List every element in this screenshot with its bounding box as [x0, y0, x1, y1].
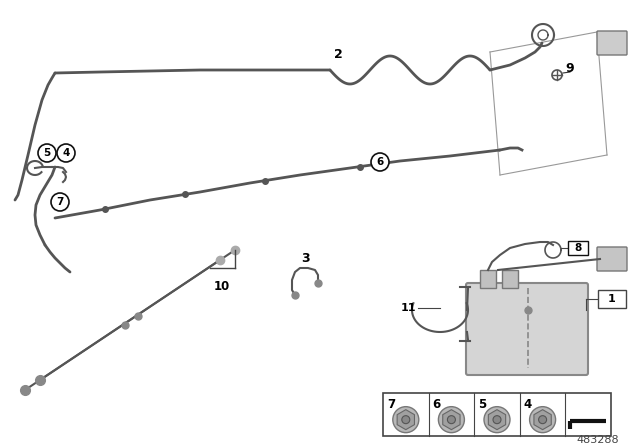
Circle shape — [402, 416, 410, 424]
Text: 7: 7 — [387, 398, 395, 411]
Polygon shape — [534, 409, 551, 430]
FancyBboxPatch shape — [466, 283, 588, 375]
Text: 4: 4 — [62, 148, 70, 158]
Bar — [383, 393, 611, 436]
Circle shape — [38, 144, 56, 162]
Text: 11: 11 — [400, 303, 416, 313]
Text: 6: 6 — [376, 157, 383, 167]
Text: 5: 5 — [478, 398, 486, 411]
Polygon shape — [488, 409, 506, 430]
Text: 5: 5 — [44, 148, 51, 158]
Circle shape — [57, 144, 75, 162]
FancyBboxPatch shape — [597, 31, 627, 55]
Text: 4: 4 — [524, 398, 532, 411]
Bar — [568, 241, 588, 255]
Text: 10: 10 — [214, 280, 230, 293]
Circle shape — [371, 153, 389, 171]
Circle shape — [393, 407, 419, 433]
Circle shape — [447, 416, 456, 424]
Text: 3: 3 — [301, 251, 310, 264]
Polygon shape — [443, 409, 460, 430]
Bar — [502, 270, 518, 288]
Text: 9: 9 — [566, 61, 574, 74]
Circle shape — [438, 407, 465, 433]
Bar — [598, 290, 626, 308]
Text: 483288: 483288 — [577, 435, 620, 445]
Circle shape — [493, 416, 501, 424]
Circle shape — [529, 407, 556, 433]
Bar — [480, 270, 496, 288]
Text: 7: 7 — [56, 197, 64, 207]
FancyBboxPatch shape — [597, 247, 627, 271]
Text: 8: 8 — [574, 243, 582, 253]
Circle shape — [51, 193, 69, 211]
Circle shape — [539, 416, 547, 424]
Text: 1: 1 — [608, 294, 616, 304]
Circle shape — [484, 407, 510, 433]
Text: 6: 6 — [433, 398, 441, 411]
Polygon shape — [397, 409, 415, 430]
Text: 2: 2 — [333, 48, 342, 61]
